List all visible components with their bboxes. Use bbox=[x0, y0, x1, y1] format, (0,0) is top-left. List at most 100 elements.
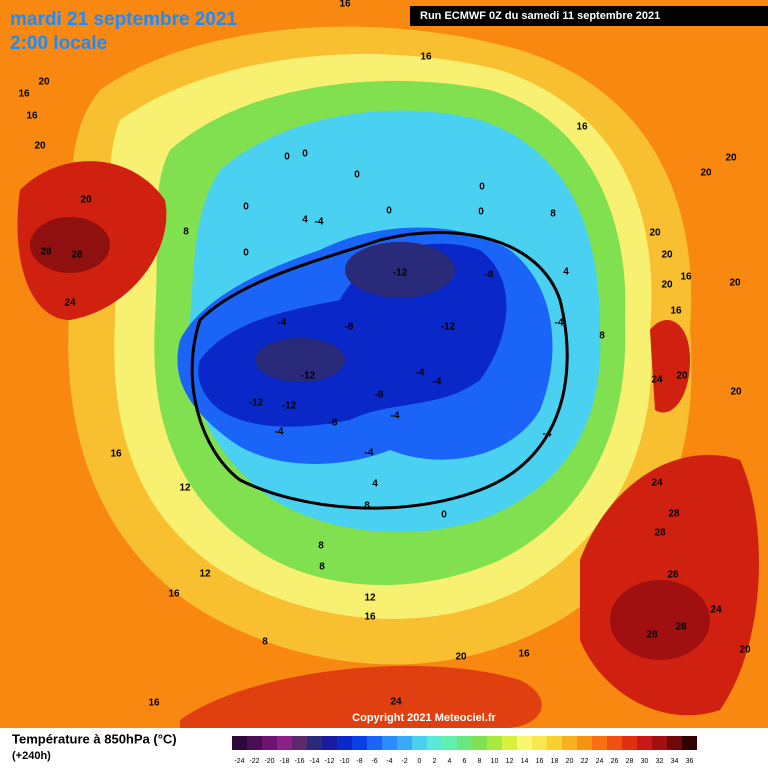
scale-label: 36 bbox=[686, 758, 694, 765]
contour-label: 16 bbox=[680, 272, 692, 283]
scale-swatch bbox=[532, 736, 547, 750]
scale-swatch bbox=[577, 736, 592, 750]
scale-label: -22 bbox=[249, 758, 259, 765]
scale-label: 24 bbox=[596, 758, 604, 765]
scale-label: -6 bbox=[371, 758, 377, 765]
contour-label: 20 bbox=[661, 250, 673, 261]
contour-label: 8 bbox=[364, 501, 370, 512]
contour-label: 28 bbox=[675, 622, 687, 633]
contour-label: 16 bbox=[339, 0, 351, 10]
scale-swatch bbox=[472, 736, 487, 750]
scale-label: 2 bbox=[433, 758, 437, 765]
scale-swatch bbox=[517, 736, 532, 750]
contour-label: -4 bbox=[543, 429, 552, 440]
contour-label: 0 bbox=[479, 182, 485, 193]
contour-label: 28 bbox=[668, 509, 680, 520]
scale-label: 28 bbox=[626, 758, 634, 765]
contour-label: 16 bbox=[26, 111, 38, 122]
cold-core bbox=[345, 242, 455, 298]
contour-label: 28 bbox=[71, 250, 83, 261]
contour-label: 24 bbox=[651, 478, 663, 489]
scale-label: 4 bbox=[448, 758, 452, 765]
contour-label: 24 bbox=[64, 298, 76, 309]
contour-label: 24 bbox=[710, 605, 722, 616]
contour-label: 16 bbox=[420, 52, 432, 63]
scale-swatch bbox=[607, 736, 622, 750]
contour-label: 20 bbox=[38, 77, 50, 88]
scale-swatch bbox=[307, 736, 322, 750]
contour-label: -4 bbox=[416, 368, 425, 379]
contour-label: 20 bbox=[700, 168, 712, 179]
scale-swatch bbox=[622, 736, 637, 750]
scale-label: 8 bbox=[478, 758, 482, 765]
run-banner bbox=[410, 6, 768, 26]
contour-label: 0 bbox=[243, 248, 249, 259]
contour-label: -12 bbox=[441, 322, 456, 333]
scale-swatch bbox=[292, 736, 307, 750]
scale-label: 32 bbox=[656, 758, 664, 765]
legend-title: Température à 850hPa (°C) bbox=[12, 731, 177, 746]
contour-label: 20 bbox=[661, 280, 673, 291]
scale-swatch bbox=[562, 736, 577, 750]
lead-time: (+240h) bbox=[12, 750, 51, 762]
contour-label: 8 bbox=[318, 541, 324, 552]
scale-label: 34 bbox=[671, 758, 679, 765]
scale-label: 10 bbox=[491, 758, 499, 765]
contour-label: 0 bbox=[354, 170, 360, 181]
scale-label: 18 bbox=[551, 758, 559, 765]
scale-swatch bbox=[667, 736, 682, 750]
contour-label: 12 bbox=[179, 483, 191, 494]
scale-label: -10 bbox=[339, 758, 349, 765]
contour-label: 0 bbox=[243, 202, 249, 213]
contour-label: -12 bbox=[282, 401, 297, 412]
scale-swatch bbox=[427, 736, 442, 750]
date-title: mardi 21 septembre 2021 bbox=[10, 9, 238, 30]
contour-label: 16 bbox=[518, 649, 530, 660]
scale-label: -8 bbox=[356, 758, 362, 765]
contour-label: 0 bbox=[478, 207, 484, 218]
copyright: Copyright 2021 Meteociel.fr bbox=[352, 712, 496, 724]
contour-label: 8 bbox=[262, 637, 268, 648]
scale-label: -20 bbox=[264, 758, 274, 765]
heat-zone bbox=[650, 320, 690, 413]
contour-label: -4 bbox=[391, 411, 400, 422]
scale-swatch bbox=[367, 736, 382, 750]
scale-label: -14 bbox=[309, 758, 319, 765]
scale-label: -24 bbox=[234, 758, 244, 765]
scale-label: 30 bbox=[641, 758, 649, 765]
contour-label: -4 bbox=[555, 318, 564, 329]
contour-label: 28 bbox=[654, 528, 666, 539]
cold-core bbox=[255, 338, 345, 382]
scale-swatch bbox=[277, 736, 292, 750]
contour-label: -12 bbox=[393, 268, 408, 279]
contour-label: -4 bbox=[433, 377, 442, 388]
contour-label: 24 bbox=[651, 375, 663, 386]
heat-zone bbox=[180, 665, 542, 729]
scale-label: -16 bbox=[294, 758, 304, 765]
contour-label: 0 bbox=[284, 152, 290, 163]
run-info: Run ECMWF 0Z du samedi 11 septembre 2021 bbox=[420, 10, 660, 22]
contour-label: 28 bbox=[40, 247, 52, 258]
contour-label: 20 bbox=[80, 195, 92, 206]
contour-label: 4 bbox=[563, 267, 569, 278]
contour-label: 16 bbox=[148, 698, 160, 709]
scale-label: 26 bbox=[611, 758, 619, 765]
scale-swatch bbox=[322, 736, 337, 750]
scale-swatch bbox=[682, 736, 697, 750]
contour-label: -8 bbox=[375, 390, 384, 401]
scale-swatch bbox=[382, 736, 397, 750]
scale-swatch bbox=[412, 736, 427, 750]
contour-label: 20 bbox=[729, 278, 741, 289]
scale-label: -18 bbox=[279, 758, 289, 765]
contour-label: 20 bbox=[730, 387, 742, 398]
contour-label: 20 bbox=[725, 153, 737, 164]
contour-label: 28 bbox=[667, 570, 679, 581]
scale-label: -2 bbox=[401, 758, 407, 765]
contour-label: 16 bbox=[168, 589, 180, 600]
scale-label: 22 bbox=[581, 758, 589, 765]
heat-core bbox=[30, 217, 110, 273]
contour-label: 20 bbox=[455, 652, 467, 663]
scale-swatch bbox=[592, 736, 607, 750]
